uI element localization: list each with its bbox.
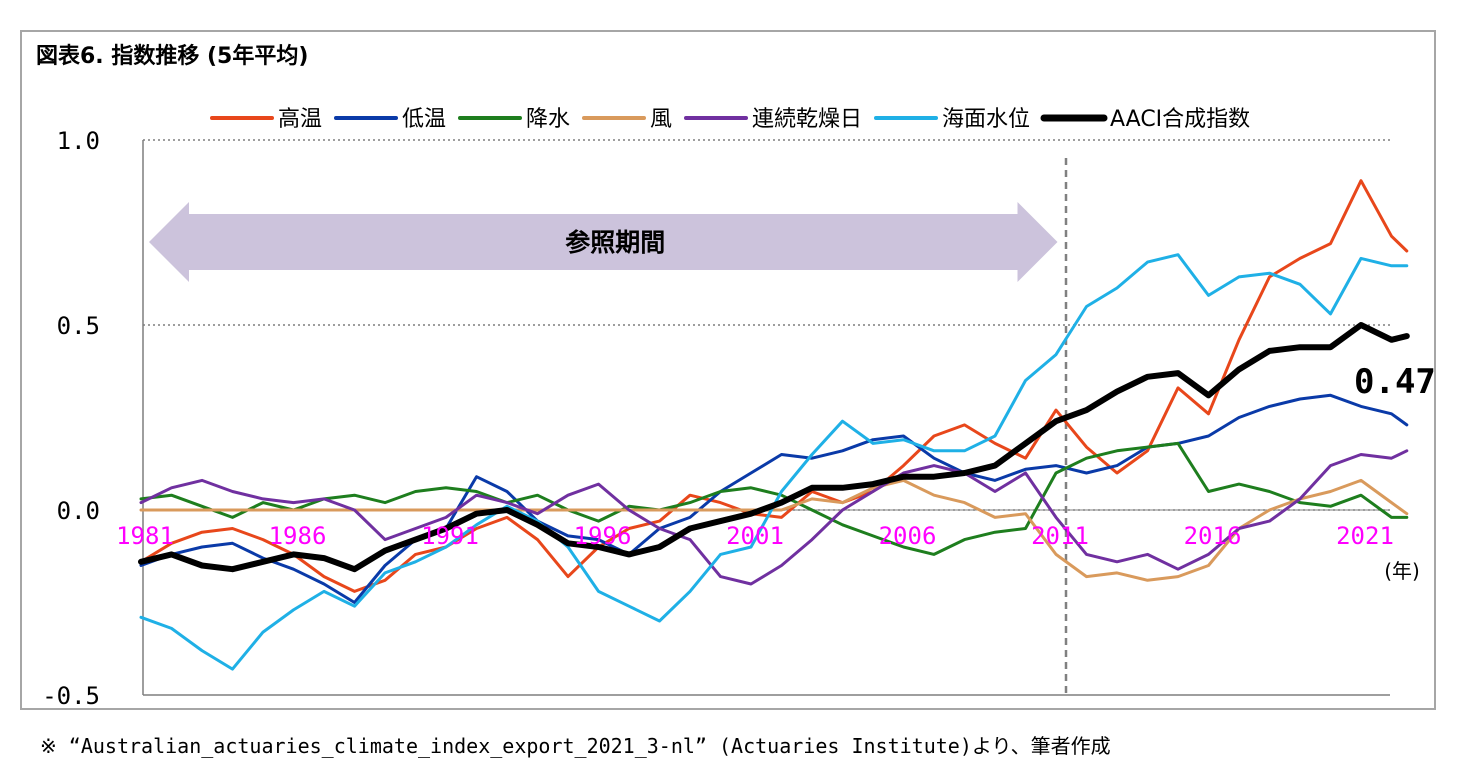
series-line-6 bbox=[138, 322, 1410, 573]
chart-title: 図表6. 指数推移 (5年平均) bbox=[36, 44, 309, 69]
legend-entry: 低温 bbox=[402, 107, 446, 132]
end-value-label: 0.47 bbox=[1354, 362, 1436, 402]
y-tick-label: 1.0 bbox=[57, 127, 100, 155]
series-line-5 bbox=[139, 253, 1409, 671]
x-tick-label: 2021 bbox=[1336, 522, 1394, 550]
legend-entry: 連続乾燥日 bbox=[752, 107, 862, 132]
series-line-1 bbox=[139, 393, 1409, 604]
legend-entry: 降水 bbox=[526, 107, 570, 132]
x-tick-label: 2006 bbox=[879, 522, 937, 550]
x-tick-label: 1996 bbox=[574, 522, 632, 550]
legend-entry: 風 bbox=[650, 107, 672, 132]
series-line-2 bbox=[139, 441, 1409, 556]
x-tick-label: 1991 bbox=[421, 522, 479, 550]
reference-period-arrow bbox=[149, 202, 1058, 282]
x-tick-label: 1981 bbox=[116, 522, 174, 550]
legend-entry: AACI合成指数 bbox=[1110, 107, 1250, 132]
footnote: ※ “Australian_actuaries_climate_index_ex… bbox=[40, 734, 1111, 758]
chart-frame bbox=[20, 30, 1436, 710]
reference-period-label: 参照期間 bbox=[565, 228, 665, 257]
series-line-0 bbox=[139, 179, 1409, 593]
legend-entry: 海面水位 bbox=[942, 107, 1030, 132]
series-line-4 bbox=[139, 449, 1409, 586]
legend-entry: 高温 bbox=[278, 107, 322, 132]
y-tick-label: -0.5 bbox=[42, 682, 100, 710]
x-tick-label: 1986 bbox=[269, 522, 327, 550]
x-unit-label: (年) bbox=[1384, 559, 1420, 583]
x-tick-label: 2001 bbox=[726, 522, 784, 550]
x-tick-label: 2016 bbox=[1184, 522, 1242, 550]
y-tick-label: 0.0 bbox=[57, 497, 100, 525]
y-tick-label: 0.5 bbox=[57, 312, 100, 340]
x-tick-label: 2011 bbox=[1031, 522, 1089, 550]
